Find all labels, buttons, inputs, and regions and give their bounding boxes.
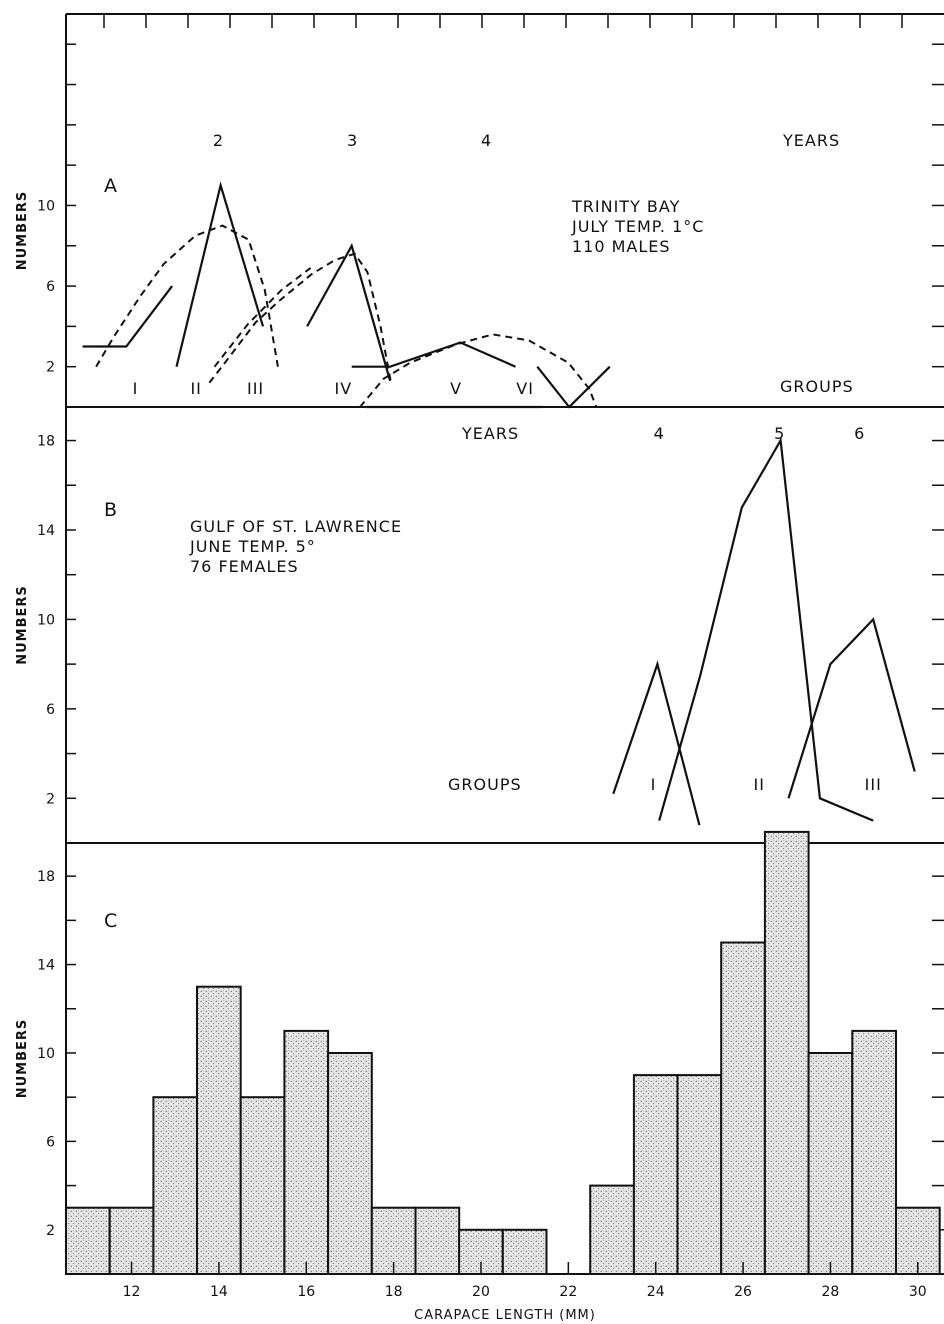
histogram-bar	[414, 1206, 461, 1275]
y-tick-label: 2	[46, 1223, 55, 1239]
histogram-bar	[589, 1184, 635, 1275]
series-line-solid-1	[658, 437, 874, 822]
group-label: I	[651, 775, 657, 794]
y-tick-label: 18	[37, 869, 55, 885]
histogram-bar	[851, 1029, 897, 1276]
series-line-solid-4	[536, 365, 611, 409]
years-label: YEARS	[782, 131, 840, 150]
year-mark-label: 4	[654, 424, 665, 443]
series-line-solid-0	[612, 660, 701, 826]
y-tick-label: 14	[37, 958, 55, 974]
y-axis-label: NUMBERS	[15, 585, 30, 665]
annotation-line: 76 FEMALES	[190, 557, 299, 576]
x-axis-label: CARAPACE LENGTH (MM)	[414, 1308, 596, 1323]
series-line-solid-2	[306, 242, 392, 382]
histogram-bar	[152, 1096, 199, 1275]
histogram-bar	[763, 830, 810, 1276]
histogram-bar	[501, 1228, 548, 1276]
x-tick-label: 28	[822, 1284, 840, 1300]
y-axis-label: NUMBERS	[15, 191, 30, 271]
annotation-line: TRINITY BAY	[571, 197, 680, 216]
series-line-dashed-7	[208, 252, 392, 384]
panel-letter-c: C	[104, 910, 117, 932]
y-tick-label: 6	[46, 702, 55, 718]
x-tick-label: 30	[909, 1284, 927, 1300]
annotation-line: JULY TEMP. 1°C	[571, 217, 704, 236]
y-tick-label: 10	[37, 198, 55, 214]
histogram-bar	[65, 1206, 111, 1275]
histogram-bar	[196, 985, 242, 1275]
panel-letter-b: B	[104, 499, 117, 521]
y-tick-label: 10	[37, 612, 55, 628]
histogram-bar	[239, 1096, 286, 1275]
x-tick-label: 18	[385, 1284, 403, 1300]
y-tick-label: 6	[46, 1134, 55, 1150]
group-label: III	[865, 775, 882, 794]
histogram-bar	[327, 1052, 373, 1275]
annotation-line: GULF OF ST. LAWRENCE	[190, 517, 402, 536]
y-tick-label: 10	[37, 1046, 55, 1062]
y-tick-label: 2	[46, 791, 55, 807]
group-label: II	[754, 775, 765, 794]
group-label: I	[133, 379, 139, 398]
group-label: VI	[516, 379, 534, 398]
year-mark-label: 2	[213, 131, 224, 150]
group-label: V	[450, 379, 462, 398]
groups-label: GROUPS	[448, 775, 522, 794]
series-line-solid-2	[787, 617, 916, 799]
histogram-bar	[676, 1074, 723, 1275]
group-label: IV	[335, 379, 353, 398]
years-label: YEARS	[461, 424, 519, 443]
x-tick-label: 16	[297, 1284, 315, 1300]
annotation-line: JUNE TEMP. 5°	[189, 537, 316, 556]
y-tick-label: 14	[37, 523, 55, 539]
y-tick-label: 6	[46, 279, 55, 295]
year-mark-label: 3	[347, 131, 358, 150]
series-line-solid-0	[82, 285, 173, 348]
year-mark-label: 6	[854, 424, 865, 443]
y-axis-label: NUMBERS	[15, 1019, 30, 1099]
series-line-solid-1	[175, 181, 265, 367]
histogram-bar	[807, 1052, 854, 1275]
x-tick-label: 24	[647, 1284, 665, 1300]
x-tick-label: 22	[559, 1284, 577, 1300]
group-label: II	[190, 379, 201, 398]
x-tick-label: 12	[123, 1284, 141, 1300]
annotation-line: 110 MALES	[572, 237, 671, 256]
x-tick-label: 20	[472, 1284, 490, 1300]
year-mark-label: 5	[774, 424, 785, 443]
histogram-bar	[720, 941, 766, 1275]
y-tick-label: 2	[46, 360, 55, 376]
histogram-bar	[632, 1074, 679, 1275]
series-line-solid-3	[351, 341, 516, 368]
panel-letter-a: A	[104, 175, 117, 197]
series-line-dashed-6	[95, 224, 279, 368]
series-line-dashed-8	[213, 267, 312, 368]
year-mark-label: 4	[481, 131, 492, 150]
group-label: III	[247, 379, 264, 398]
histogram-bar	[283, 1029, 330, 1276]
y-tick-label: 18	[37, 434, 55, 450]
x-tick-label: 26	[734, 1284, 752, 1300]
groups-label: GROUPS	[780, 377, 854, 396]
x-tick-label: 14	[210, 1284, 228, 1300]
